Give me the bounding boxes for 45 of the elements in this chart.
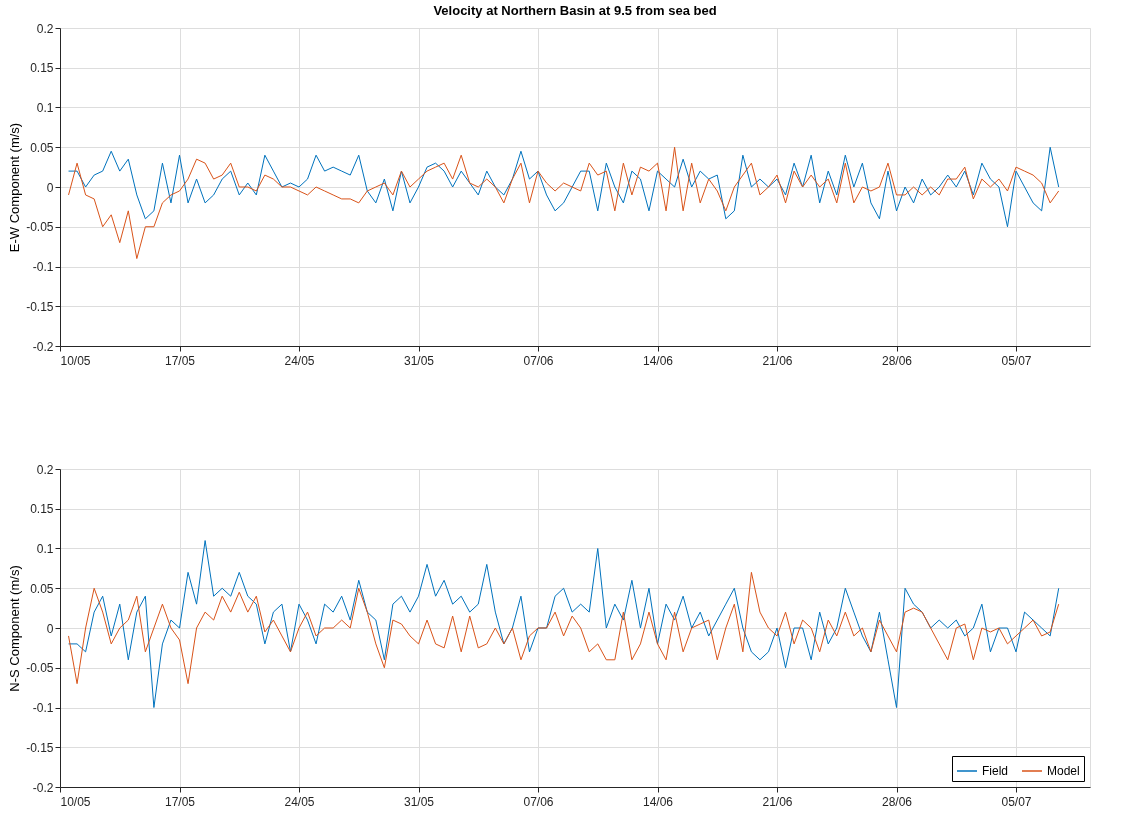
x-tick-label: 31/05 [403,794,435,809]
y-tick-label: 0.15 [30,61,54,76]
y-axis-title: E-W Component (m/s) [7,122,23,253]
x-tick-label: 05/07 [1001,353,1032,368]
y-tick-label: -0.2 [32,780,54,795]
y-tick-label: 0.1 [36,101,54,115]
line-series [68,540,1060,708]
y-tick-label: 0.2 [36,462,54,477]
y-tick-label: 0.1 [36,542,54,556]
line-series [68,146,1060,260]
x-tick-label: 31/05 [403,353,435,368]
x-tick-label: 05/07 [1001,794,1032,809]
y-tick-label: -0.05 [26,220,54,235]
x-tick-label: 24/05 [284,794,315,809]
y-tick-label: -0.1 [32,260,54,274]
y-axis-title: N-S Component (m/s) [7,565,23,692]
x-tick-label: 17/05 [164,794,196,809]
line-series [68,571,1060,685]
y-tick-label: -0.05 [26,661,54,676]
line-series [68,146,1060,228]
x-tick-label: 14/06 [643,353,674,368]
y-tick-label: 0.05 [30,140,54,155]
x-tick-label: 24/05 [284,353,315,368]
x-tick-label: 21/06 [762,794,793,809]
y-tick-label: 0 [46,621,54,636]
x-tick-label: 28/06 [882,353,913,368]
y-tick-label: 0 [46,180,54,195]
y-tick-label: -0.1 [32,701,54,715]
chart-title: Velocity at Northern Basin at 9.5 from sea bed [433,3,717,18]
y-tick-label: -0.15 [26,299,54,314]
y-tick-label: 0.05 [30,581,54,596]
y-tick-label: 0.15 [30,502,54,517]
y-tick-label: 0.2 [36,21,54,36]
x-tick-label: 21/06 [762,353,793,368]
x-tick-label: 28/06 [882,794,913,809]
x-tick-label: 17/05 [164,353,196,368]
x-tick-label: 10/05 [60,794,91,809]
y-tick-label: -0.2 [32,339,54,354]
x-tick-label: 14/06 [643,794,674,809]
y-tick-label: -0.15 [26,740,54,755]
x-tick-label: 10/05 [60,353,91,368]
x-tick-label: 07/06 [523,794,554,809]
x-tick-label: 07/06 [523,353,554,368]
legend-label: Model [1047,764,1080,778]
legend-label: Field [982,764,1009,778]
